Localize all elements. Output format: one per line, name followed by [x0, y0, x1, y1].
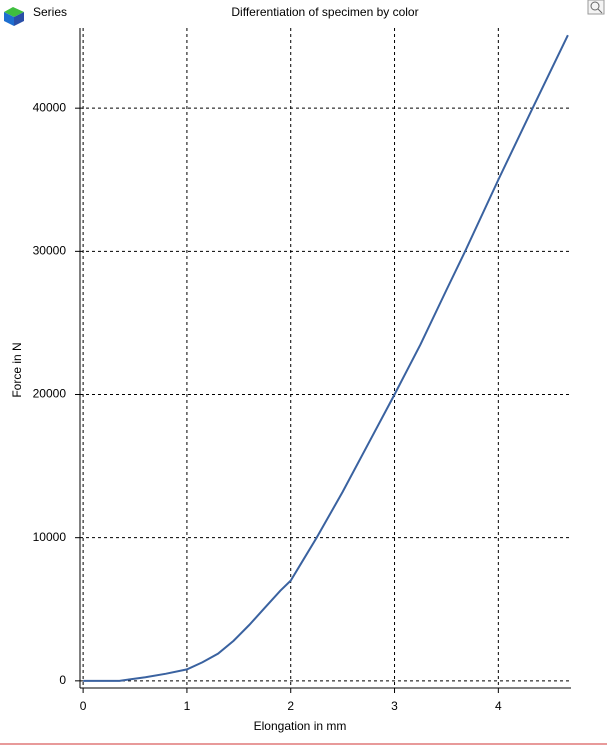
- y-tick-label: 40000: [33, 100, 67, 114]
- y-tick-label: 10000: [33, 530, 67, 544]
- zoom-icon[interactable]: [590, 1, 600, 11]
- legend-icon: [14, 12, 24, 26]
- legend: Series: [4, 5, 67, 26]
- y-tick-label: 20000: [33, 387, 67, 401]
- zoom-icon[interactable]: [597, 8, 603, 14]
- x-tick-label: 1: [184, 699, 191, 713]
- zoom-button[interactable]: [587, 0, 605, 15]
- x-tick-label: 2: [287, 699, 294, 713]
- y-tick-label: 0: [59, 673, 66, 687]
- chart-title: Differentiation of specimen by color: [231, 5, 418, 19]
- x-tick-label: 3: [391, 699, 398, 713]
- x-tick-label: 0: [80, 699, 87, 713]
- y-tick-label: 30000: [33, 244, 67, 258]
- x-tick-label: 4: [495, 699, 502, 713]
- y-axis-label: Force in N: [10, 342, 24, 397]
- line: [83, 34, 569, 682]
- legend-label: Series: [33, 5, 67, 19]
- x-axis-label: Elongation in mm: [254, 719, 347, 733]
- legend-icon: [4, 12, 14, 26]
